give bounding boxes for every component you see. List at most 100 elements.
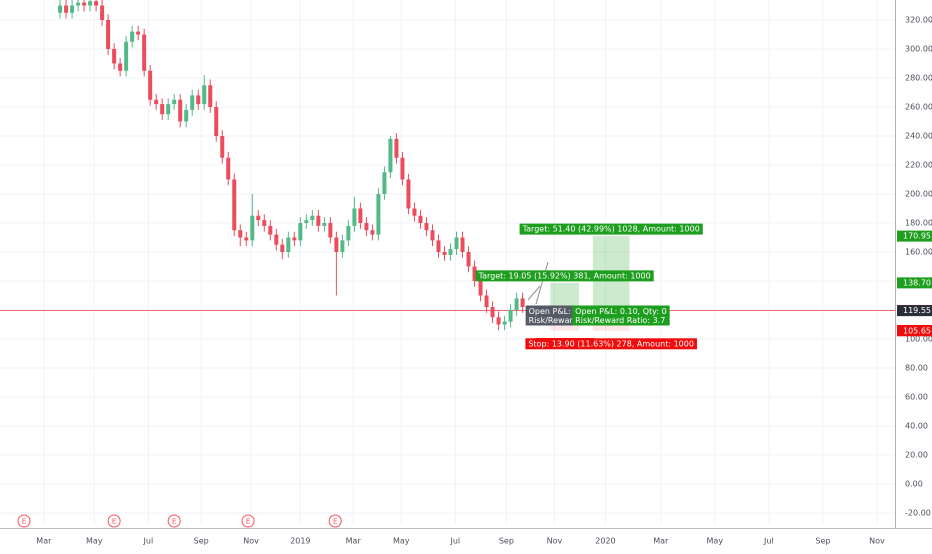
candle-body — [148, 70, 153, 100]
price-tag-label: 119.55 — [903, 306, 931, 315]
x-tick-label: Nov — [243, 537, 259, 546]
candle-body — [400, 157, 405, 180]
earnings-marker — [241, 514, 255, 528]
candle-body — [406, 179, 411, 209]
candle-body — [520, 298, 525, 308]
candle-body — [238, 230, 243, 238]
earnings-marker — [107, 514, 121, 528]
candle-body — [298, 222, 303, 241]
candle-body — [142, 34, 147, 71]
price-tag — [897, 305, 932, 317]
stop-label: Stop: 13.90 (11.63%) 278, Amount: 1000 — [525, 338, 697, 350]
price-tag — [897, 325, 932, 337]
candle-body — [244, 237, 249, 241]
candle-body — [232, 179, 237, 231]
y-tick-label: 40.00 — [905, 421, 928, 430]
candle-body — [214, 107, 219, 136]
candle-body — [418, 215, 423, 223]
candle-body — [322, 222, 327, 226]
candle-body — [136, 31, 141, 35]
candle-body — [328, 222, 333, 238]
candle-body — [292, 237, 297, 241]
candle-body — [334, 237, 339, 252]
x-tick-label: May — [707, 537, 724, 546]
target-label-bg — [475, 270, 654, 282]
earnings-marker — [167, 514, 181, 528]
target-label: Target: 19.05 (15.92%) 381, Amount: 1000 — [475, 270, 654, 282]
candle-body — [124, 41, 129, 71]
price-tag-label: 170.95 — [903, 232, 931, 241]
candle-body — [130, 31, 135, 42]
y-tick-label: 280.00 — [905, 74, 932, 83]
candle-body — [178, 99, 183, 122]
candle-body — [268, 225, 273, 235]
candle-body — [454, 237, 459, 250]
candle-body — [202, 85, 207, 105]
candle-body — [172, 99, 177, 105]
y-tick-label: -20.00 — [905, 508, 931, 517]
x-tick-label: Nov — [869, 537, 885, 546]
candle-body — [160, 104, 165, 115]
y-tick-label: 180.00 — [905, 218, 932, 227]
candle-body — [88, 1, 93, 6]
candle-body — [58, 5, 63, 13]
candle-body — [490, 307, 495, 318]
target-label-bg — [519, 223, 703, 235]
candle-body — [274, 234, 279, 245]
pnl-label-text: Open P&L: 0.0 — [529, 307, 586, 316]
candle-body — [430, 230, 435, 241]
candle-body — [154, 99, 159, 105]
candle-body — [442, 251, 447, 255]
candle-body — [472, 266, 477, 281]
candle-body — [382, 172, 387, 194]
earnings-label: E — [112, 518, 116, 526]
x-tick-label: Jul — [763, 537, 774, 546]
candle-body — [352, 208, 357, 226]
candle-body — [340, 240, 345, 252]
candle-body — [106, 20, 111, 50]
pnl-label-text: Risk/Reward Ratio: 3.7 — [575, 316, 665, 325]
candle-body — [514, 298, 519, 310]
candle-body — [316, 215, 321, 226]
candle-body — [310, 215, 315, 221]
candle-body — [436, 240, 441, 252]
x-tick-label: Sep — [815, 537, 830, 546]
stop-label-text: Stop: 13.90 (11.63%) 278, Amount: 1000 — [528, 339, 694, 348]
candle-body — [118, 63, 123, 71]
earnings-marker — [328, 514, 342, 528]
candle-body — [208, 85, 213, 108]
y-tick-label: 200.00 — [905, 189, 932, 198]
x-tick-label: Sep — [499, 537, 514, 546]
candle-body — [112, 49, 117, 64]
candle-body — [196, 95, 201, 105]
candle-body — [256, 215, 261, 221]
y-tick-label: 0.00 — [905, 479, 923, 488]
candle-body — [412, 208, 417, 216]
candle-body — [364, 222, 369, 231]
earnings-marker — [17, 514, 31, 528]
candle-body — [304, 220, 309, 223]
pnl-label-text: Risk/Reward R — [529, 316, 587, 325]
price-tag — [897, 230, 932, 242]
candle-body — [394, 138, 399, 158]
candle-body — [70, 5, 75, 13]
x-tick-label: Nov — [547, 537, 563, 546]
y-tick-label: 220.00 — [905, 160, 932, 169]
y-tick-label: 320.00 — [905, 16, 932, 25]
x-tick-label: Jul — [449, 537, 460, 546]
y-tick-label: 240.00 — [905, 131, 932, 140]
candle-body — [478, 280, 483, 296]
arrow — [527, 285, 541, 301]
candle-body — [496, 317, 501, 325]
candle-body — [220, 135, 225, 158]
earnings-label: E — [246, 518, 250, 526]
candle-body — [184, 109, 189, 122]
candle-body — [286, 237, 291, 252]
candle-body — [388, 138, 393, 173]
x-tick-label: Mar — [36, 537, 52, 546]
price-tag-label: 105.65 — [903, 326, 931, 335]
y-tick-label: 160.00 — [905, 247, 932, 256]
